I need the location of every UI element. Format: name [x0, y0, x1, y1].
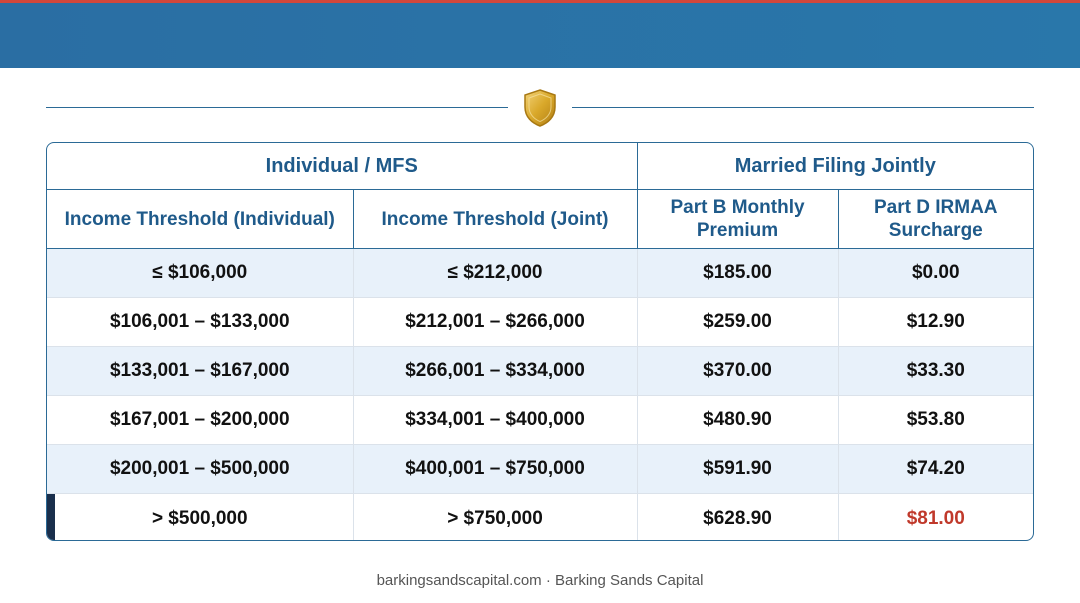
cell-part-d-surcharge: $53.80: [838, 395, 1033, 445]
cell-income-individual: $133,001 – $167,000: [47, 346, 354, 396]
table-row: $167,001 – $200,000 $334,001 – $400,000 …: [47, 395, 1033, 445]
table-row: $133,001 – $167,000 $266,001 – $334,000 …: [47, 346, 1033, 396]
cell-part-b-premium: $185.00: [637, 248, 839, 298]
table-row: ≤ $106,000 ≤ $212,000 $185.00 $0.00: [47, 248, 1033, 298]
cell-part-b-premium: $628.90: [637, 493, 839, 540]
cell-income-joint: $212,001 – $266,000: [353, 297, 638, 347]
table-row: $200,001 – $500,000 $400,001 – $750,000 …: [47, 444, 1033, 494]
top-accent-bar: [0, 0, 1080, 3]
column-header-part-d-surcharge: Part D IRMAA Surcharge: [838, 189, 1033, 249]
top-bracket-marker: [47, 494, 55, 540]
group-header-individual: Individual / MFS: [47, 143, 638, 190]
divider-left: [46, 107, 508, 108]
footer-credit: barkingsandscapital.com · Barking Sands …: [376, 572, 704, 589]
cell-part-d-surcharge: $74.20: [838, 444, 1033, 494]
cell-income-individual-cell: > $500,000: [47, 493, 354, 540]
cell-part-d-surcharge: $33.30: [838, 346, 1033, 396]
cell-income-individual: $200,001 – $500,000: [47, 444, 354, 494]
table-row-top-bracket: > $500,000 > $750,000 $628.90 $81.00: [47, 493, 1033, 540]
cell-income-individual: > $500,000: [151, 508, 248, 529]
cell-part-b-premium: $259.00: [637, 297, 839, 347]
cell-income-individual: $106,001 – $133,000: [47, 297, 354, 347]
group-header-joint: Married Filing Jointly: [637, 143, 1033, 190]
cell-income-joint: $334,001 – $400,000: [353, 395, 638, 445]
divider-right: [572, 107, 1034, 108]
cell-income-joint: $400,001 – $750,000: [353, 444, 638, 494]
cell-income-joint: $266,001 – $334,000: [353, 346, 638, 396]
irmaa-table: Individual / MFS Married Filing Jointly …: [46, 142, 1034, 541]
column-header-row: Income Threshold (Individual) Income Thr…: [47, 189, 1033, 249]
cell-part-b-premium: $591.90: [637, 444, 839, 494]
cell-part-b-premium: $370.00: [637, 346, 839, 396]
table-row: $106,001 – $133,000 $212,001 – $266,000 …: [47, 297, 1033, 347]
cell-income-individual: ≤ $106,000: [47, 248, 354, 298]
cell-part-d-surcharge-highlight: $81.00: [906, 508, 965, 529]
cell-income-individual: $167,001 – $200,000: [47, 395, 354, 445]
column-header-income-individual: Income Threshold (Individual): [47, 189, 354, 249]
cell-part-b-premium: $480.90: [637, 395, 839, 445]
column-header-part-b-premium: Part B Monthly Premium: [637, 189, 839, 249]
cell-income-joint: > $750,000: [353, 493, 638, 540]
header-banner: [0, 3, 1080, 68]
cell-part-d-surcharge: $0.00: [838, 248, 1033, 298]
column-header-income-joint: Income Threshold (Joint): [353, 189, 638, 249]
group-header-row: Individual / MFS Married Filing Jointly: [47, 143, 1033, 190]
cell-part-d-surcharge: $12.90: [838, 297, 1033, 347]
cell-income-joint: ≤ $212,000: [353, 248, 638, 298]
shield-icon: [522, 88, 558, 128]
